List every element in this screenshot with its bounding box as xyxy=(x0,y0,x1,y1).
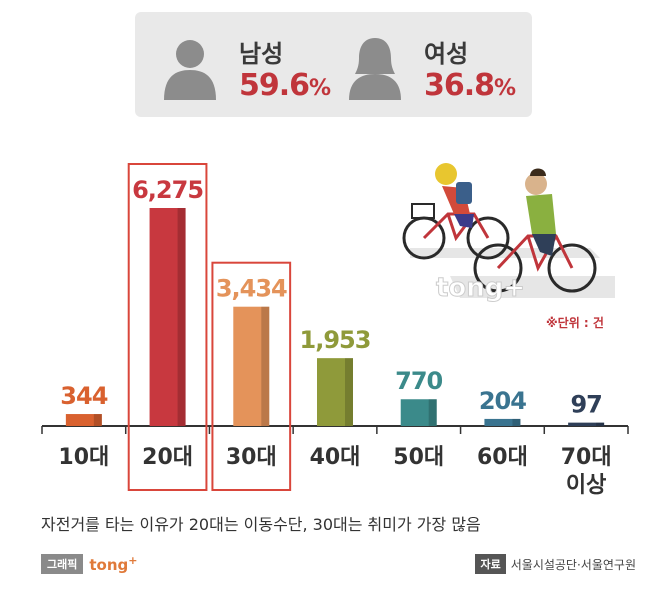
bar-shade xyxy=(93,414,102,426)
female-percentage: 36.8% xyxy=(424,68,516,103)
bar-shade xyxy=(428,399,437,426)
bar xyxy=(400,399,437,426)
female-label: 여성 xyxy=(424,40,469,68)
source-tag: 자료 xyxy=(475,554,506,574)
brand-plus: + xyxy=(128,554,138,567)
graphic-credit: 그래픽 tong+ xyxy=(41,554,138,574)
male-silhouette-icon xyxy=(162,36,218,100)
highlight-box xyxy=(127,163,208,491)
watermark: tong+ xyxy=(436,273,525,303)
data-label: 1,953 xyxy=(300,326,371,354)
bar xyxy=(484,418,521,426)
data-label: 3,434 xyxy=(216,275,287,303)
category-label: 70대 xyxy=(561,445,612,470)
data-label: 770 xyxy=(395,367,442,395)
bar-shade xyxy=(261,306,270,426)
data-label: 344 xyxy=(60,382,107,410)
female-silhouette-icon xyxy=(347,36,403,100)
data-source: 자료 서울시설공단·서울연구원 xyxy=(475,554,636,574)
bar xyxy=(317,358,353,426)
gender-ratio-panel: 남성 59.6% 여성 36.8% xyxy=(135,12,532,117)
age-group-bar-chart: 344 10대 6,275 20대 3,434 30대 1,953 40대 770 50대 204 6… xyxy=(41,163,629,498)
unit-note: ※단위 : 건 xyxy=(546,316,604,330)
bar xyxy=(65,414,102,426)
bar-shade xyxy=(177,208,186,426)
source-text: 서울시설공단·서울연구원 xyxy=(510,557,636,572)
graphic-tag: 그래픽 xyxy=(41,554,84,574)
category-label: 10대 xyxy=(58,445,109,470)
brand-name: tong xyxy=(89,556,129,574)
bar xyxy=(568,422,605,426)
bar-shade xyxy=(512,418,521,426)
chart-caption: 자전거를 타는 이유가 20대는 이동수단, 30대는 취미가 가장 많음 xyxy=(41,515,481,534)
brand-logo: tong+ xyxy=(89,554,137,574)
bar-shade xyxy=(596,422,605,426)
category-label: 20대 xyxy=(142,445,193,470)
bar xyxy=(233,306,270,426)
male-unit: % xyxy=(309,76,331,101)
male-value: 59.6 xyxy=(239,68,310,103)
category-label: 50대 xyxy=(393,445,444,470)
data-label: 6,275 xyxy=(132,176,203,204)
cyclists-illustration: tong+ xyxy=(390,148,620,312)
bar xyxy=(149,208,186,426)
data-label: 204 xyxy=(479,387,526,415)
category-label: 40대 xyxy=(310,445,361,470)
male-label: 남성 xyxy=(239,40,284,68)
category-label: 이상 xyxy=(566,473,606,498)
bar-shade xyxy=(345,358,353,426)
category-label: 60대 xyxy=(477,445,528,470)
female-value: 36.8 xyxy=(424,68,495,103)
category-label: 30대 xyxy=(226,445,277,470)
male-percentage: 59.6% xyxy=(239,68,331,103)
data-label: 97 xyxy=(570,391,601,419)
female-unit: % xyxy=(494,76,516,101)
highlight-box xyxy=(211,261,292,491)
